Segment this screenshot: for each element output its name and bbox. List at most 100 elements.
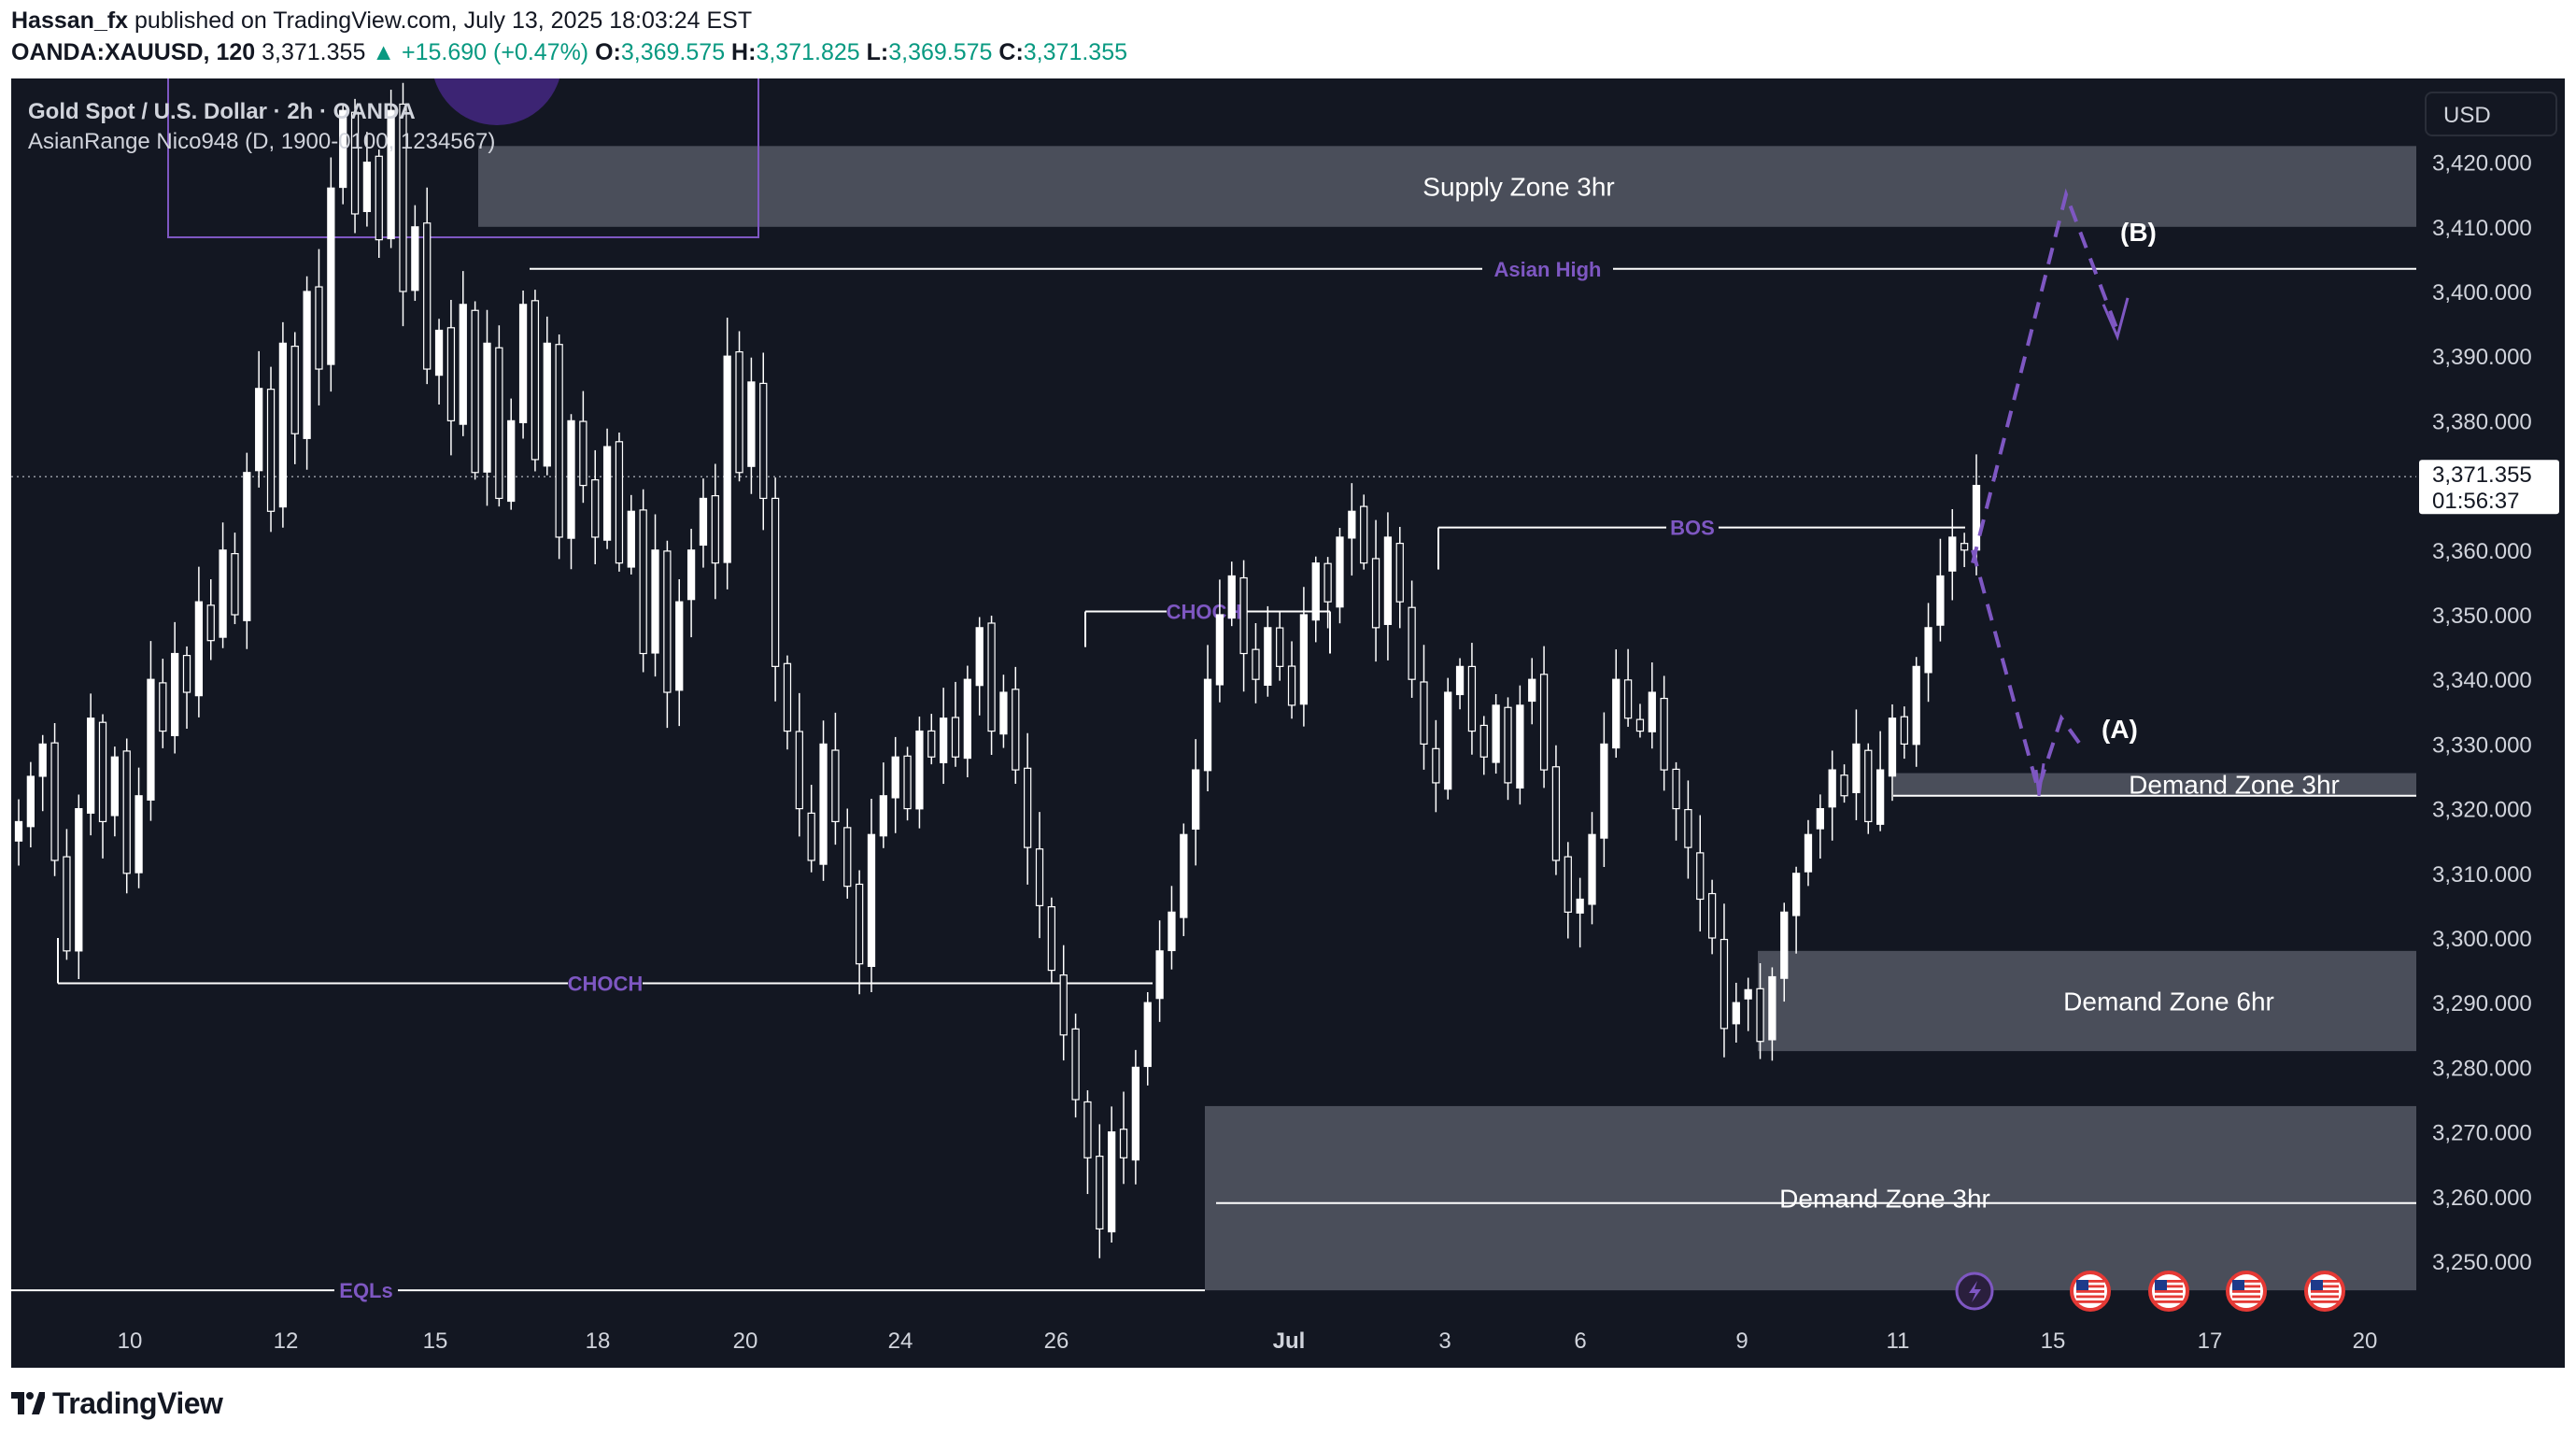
author-name[interactable]: Hassan_fx [11,7,129,34]
candle-body[interactable] [1143,1002,1152,1068]
candle-body[interactable] [602,446,612,541]
candle-body[interactable] [735,351,743,474]
candle-body[interactable] [1360,505,1368,564]
candle-body[interactable] [1180,833,1188,918]
candle-body[interactable] [315,286,323,370]
candle-body[interactable] [1875,769,1885,825]
candle-body[interactable] [1648,691,1656,732]
candle-body[interactable] [651,549,659,654]
candle-body[interactable] [1395,543,1404,603]
candle-body[interactable] [999,691,1008,735]
candle-body[interactable] [867,833,876,967]
candle-body[interactable] [98,721,107,823]
zone-box[interactable] [1205,1105,2416,1291]
candle-body[interactable] [1696,852,1705,901]
candle-body[interactable] [1096,1156,1104,1229]
candle-body[interactable] [795,731,803,810]
candle-body[interactable] [290,346,299,434]
candle-body[interactable] [171,652,179,736]
candle-body[interactable] [1155,950,1164,1000]
candle-body[interactable] [1828,769,1836,808]
candle-body[interactable] [1299,614,1309,705]
us-flag-event-icon[interactable] [2070,1271,2111,1312]
candle-body[interactable] [939,718,948,763]
candle-body[interactable] [1516,704,1524,789]
candle-body[interactable] [110,756,120,817]
candle-body[interactable] [819,743,828,865]
candle-body[interactable] [159,682,167,732]
chart-pane[interactable]: Supply Zone 3hr Demand Zone 3hr Demand Zon… [11,78,2565,1368]
candle-body[interactable] [771,497,780,667]
candle-body[interactable] [266,389,276,512]
candle-body[interactable] [1635,718,1645,732]
candle-body[interactable] [1660,697,1668,771]
candle-body[interactable] [134,795,143,874]
candle-body[interactable] [1551,766,1561,861]
us-flag-event-icon[interactable] [2148,1271,2189,1312]
candle-body[interactable] [1936,575,1945,626]
candle-body[interactable] [555,344,563,538]
candle-body[interactable] [1035,848,1044,906]
zone-box[interactable] [1893,773,2416,796]
candle-body[interactable] [1780,911,1789,979]
candle-body[interactable] [1348,510,1356,539]
candle-body[interactable] [699,497,708,547]
candle-body[interactable] [459,304,467,425]
candle-body[interactable] [255,388,263,472]
legend-indicator[interactable]: AsianRange Nico948 (D, 1900-0100, 123456… [28,129,496,154]
candle-body[interactable] [1264,627,1272,686]
candle-body[interactable] [567,419,575,539]
candle-body[interactable] [1467,665,1477,732]
candle-body[interactable] [1323,562,1332,603]
candle-body[interactable] [194,601,204,697]
candle-body[interactable] [1371,558,1380,629]
candle-body[interactable] [1203,678,1212,772]
candle-body[interactable] [1623,679,1633,719]
candle-body[interactable] [1840,774,1848,797]
candle-body[interactable] [483,342,491,473]
candle-body[interactable] [1912,665,1920,746]
price-chart[interactable]: Supply Zone 3hr Demand Zone 3hr Demand Zon… [11,78,2565,1368]
candle-body[interactable] [807,812,815,861]
candle-body[interactable] [147,678,155,801]
candle-body[interactable] [243,472,251,621]
candle-body[interactable] [1383,536,1393,625]
candle-body[interactable] [1972,485,1981,551]
candle-body[interactable] [1215,614,1224,686]
candle-body[interactable] [1864,749,1873,823]
candle-body[interactable] [951,717,960,758]
candle-body[interactable] [1227,575,1236,619]
candle-body[interactable] [855,883,864,965]
candle-body[interactable] [182,654,191,693]
candle-body[interactable] [1924,627,1932,674]
currency-button[interactable]: USD [2425,92,2557,136]
candle-body[interactable] [1408,606,1416,680]
candle-body[interactable] [122,750,131,874]
candle-body[interactable] [495,347,503,500]
candle-body[interactable] [1600,743,1608,839]
candle-body[interactable] [1804,833,1813,873]
candle-body[interactable] [1012,689,1020,771]
candle-body[interactable] [1888,718,1897,777]
projection-path[interactable] [1971,549,2082,796]
candle-body[interactable] [339,109,347,189]
candle-body[interactable] [1732,1002,1740,1025]
candle-body[interactable] [1336,536,1344,608]
candle-body[interactable] [915,730,924,810]
candle-body[interactable] [387,109,395,240]
candle-body[interactable] [303,291,311,439]
candle-body[interactable] [663,550,672,693]
candle-body[interactable] [1131,1066,1140,1161]
candle-body[interactable] [1720,938,1729,1030]
candle-body[interactable] [14,820,23,842]
candle-body[interactable] [591,479,600,538]
candle-body[interactable] [1252,648,1260,680]
candle-body[interactable] [891,756,899,799]
candle-body[interactable] [206,604,215,642]
symbol[interactable]: OANDA:XAUUSD, 120 [11,39,256,65]
candle-body[interactable] [759,382,768,500]
projection-path[interactable] [1971,188,2119,564]
candle-body[interactable] [278,342,288,508]
candle-body[interactable] [1948,536,1957,572]
